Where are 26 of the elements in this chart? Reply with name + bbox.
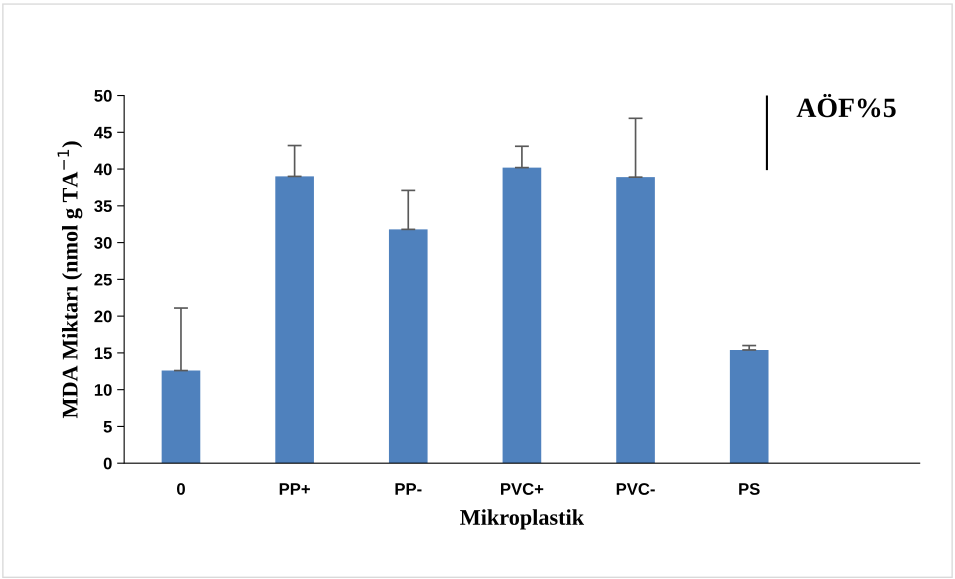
x-tick-label: PS	[739, 483, 760, 495]
x-tick-label: PVC-	[616, 483, 655, 495]
y-tick-label: 50	[94, 90, 112, 102]
y-tick-label: 10	[94, 384, 112, 396]
y-tick-label: 35	[94, 200, 112, 212]
x-tick-label: PVC+	[501, 483, 544, 495]
y-tick-label: 25	[94, 274, 112, 286]
annotation: AÖF%5	[796, 94, 896, 118]
y-tick-label: 0	[104, 458, 112, 470]
x-tick-label: PP+	[280, 483, 310, 495]
bar	[616, 177, 655, 464]
bar	[502, 168, 542, 464]
bar	[162, 370, 200, 464]
y-tick-label: 5	[104, 421, 112, 433]
bar	[388, 229, 428, 464]
y-axis-title: MDA Miktarı (nmol g TA$^{−1}$)	[58, 141, 82, 418]
y-tick-label: 40	[94, 163, 112, 176]
x-tick-label: PP-	[395, 483, 422, 495]
bar	[275, 176, 314, 464]
bar	[730, 350, 769, 464]
y-tick-label: 15	[94, 347, 112, 360]
y-tick-label: 30	[94, 237, 112, 249]
y-tick-label: 45	[94, 126, 112, 139]
y-tick-label: 20	[94, 310, 112, 322]
x-axis-title: Mikroplastik	[460, 509, 584, 530]
x-tick-label: 0	[176, 483, 185, 495]
